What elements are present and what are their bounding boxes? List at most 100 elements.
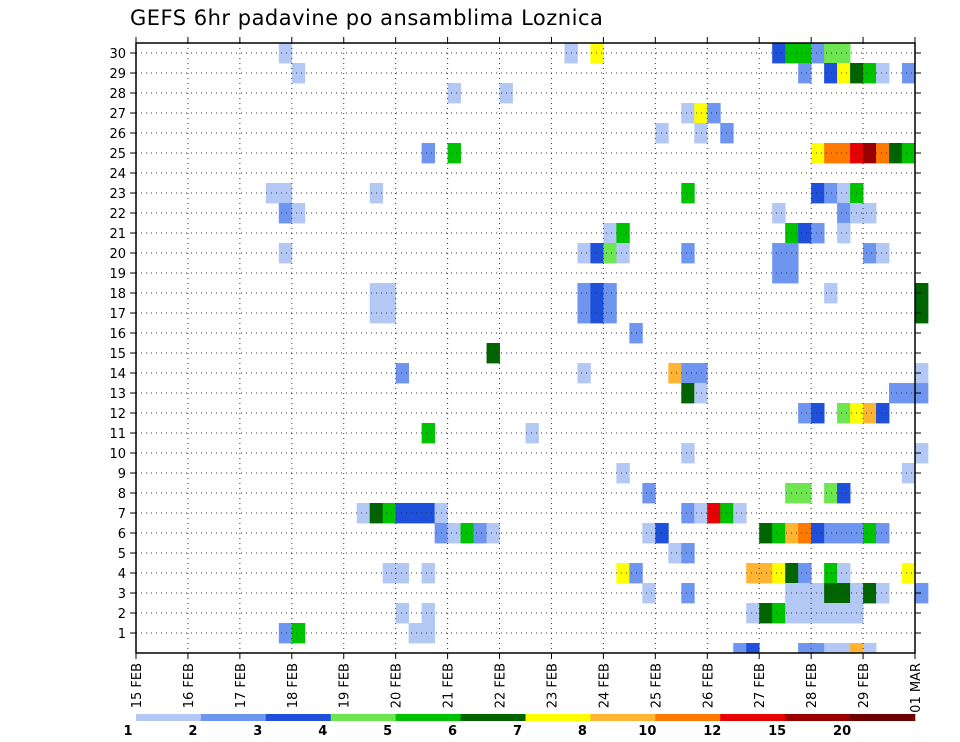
- heatmap-cell: [850, 643, 864, 653]
- heatmap-cell: [577, 303, 591, 324]
- heatmap-cell: [421, 143, 436, 164]
- heatmap-cell: [616, 243, 630, 264]
- heatmap-cell: [798, 523, 812, 544]
- heatmap-cell: [824, 183, 838, 204]
- y-tick-label: 15: [109, 347, 126, 362]
- heatmap-cell: [421, 563, 436, 584]
- y-tick-label: 28: [109, 87, 126, 102]
- y-tick-label: 8: [118, 487, 126, 502]
- x-tick-label: 16 FEB: [182, 663, 197, 708]
- heatmap-cell: [837, 183, 851, 204]
- heatmap-cell: [382, 563, 397, 584]
- heatmap-cell: [681, 503, 695, 524]
- heatmap-cell: [408, 503, 423, 524]
- heatmap-cell: [382, 503, 397, 524]
- colorbar-swatch: [850, 714, 916, 721]
- x-tick-label: 20 FEB: [390, 663, 405, 708]
- heatmap-cell: [902, 563, 916, 584]
- y-tick-label: 9: [118, 467, 126, 482]
- heatmap-cell: [876, 243, 890, 264]
- heatmap-cell: [642, 483, 656, 504]
- heatmap-cell: [863, 203, 877, 224]
- y-tick-label: 1: [118, 627, 126, 642]
- heatmap-cell: [421, 503, 436, 524]
- y-tick-label: 7: [118, 507, 126, 522]
- heatmap-cell: [616, 463, 630, 484]
- heatmap-cell: [837, 203, 851, 224]
- heatmap-cell: [798, 563, 812, 584]
- colorbar-label: 6: [448, 724, 457, 739]
- heatmap-cell: [837, 603, 851, 624]
- y-tick-label: 17: [109, 307, 126, 322]
- heatmap-cell: [798, 603, 812, 624]
- y-tick-label: 26: [109, 127, 126, 142]
- heatmap-cell: [291, 203, 306, 224]
- heatmap-cell: [863, 583, 877, 604]
- heatmap-cell: [811, 183, 825, 204]
- heatmap-cell: [811, 603, 825, 624]
- heatmap-cell: [577, 363, 591, 384]
- heatmap-cell: [876, 583, 890, 604]
- heatmap-cell: [382, 303, 397, 324]
- heatmap-cell: [915, 443, 929, 464]
- heatmap-cell: [668, 363, 682, 384]
- chart-title: GEFS 6hr padavine po ansamblima Loznica: [130, 6, 604, 30]
- heatmap-cell: [278, 43, 293, 64]
- colorbar-swatch: [460, 714, 526, 721]
- colorbar-label: 1: [123, 724, 132, 739]
- heatmap-cell: [291, 63, 306, 84]
- heatmap-cell: [447, 523, 461, 544]
- heatmap-cell: [876, 403, 890, 424]
- heatmap-cell: [395, 563, 410, 584]
- heatmap-cell: [447, 143, 461, 164]
- heatmap-cell: [265, 183, 280, 204]
- x-tick-label: 23 FEB: [545, 663, 560, 708]
- colorbar-swatch: [136, 714, 202, 721]
- colorbar-label: 8: [578, 724, 587, 739]
- heatmap-cell: [876, 63, 890, 84]
- x-tick-label: 15 FEB: [130, 663, 145, 708]
- heatmap-cell: [603, 223, 617, 244]
- y-tick-label: 3: [118, 587, 126, 602]
- heatmap-cell: [811, 143, 825, 164]
- heatmap-cell: [694, 503, 708, 524]
- heatmap-cell: [863, 403, 877, 424]
- colorbar-swatch: [590, 714, 656, 721]
- heatmap-cell: [772, 603, 786, 624]
- y-tick-label: 23: [109, 187, 126, 202]
- heatmap-cell: [889, 143, 903, 164]
- heatmap-cell: [915, 583, 929, 604]
- heatmap-cell: [759, 603, 773, 624]
- heatmap-cell: [811, 643, 825, 653]
- heatmap-cell: [811, 523, 825, 544]
- plot-frame: [135, 42, 916, 654]
- heatmap-cell: [824, 143, 838, 164]
- x-tick-label: 17 FEB: [234, 663, 249, 708]
- y-tick-label: 6: [118, 527, 126, 542]
- heatmap-cell: [382, 283, 397, 304]
- x-tick-label: 29 FEB: [857, 663, 872, 708]
- heatmap-cell: [733, 503, 747, 524]
- heatmap-cell: [473, 523, 487, 544]
- y-tick-label: 21: [109, 227, 126, 242]
- heatmap-cell: [746, 643, 760, 653]
- heatmap-cell: [863, 63, 877, 84]
- colorbar-label: 2: [188, 724, 197, 739]
- y-tick-label: 11: [109, 427, 126, 442]
- x-tick-label: 28 FEB: [805, 663, 820, 708]
- colorbar-label: 3: [253, 724, 262, 739]
- y-tick-label: 29: [109, 67, 126, 82]
- heatmap-cell: [811, 43, 825, 64]
- heatmap-cell: [811, 223, 825, 244]
- heatmap-cell: [837, 143, 851, 164]
- heatmap-cell: [395, 603, 410, 624]
- heatmap-cell: [876, 143, 890, 164]
- heatmap-cell: [577, 243, 591, 264]
- heatmap-cell: [577, 283, 591, 304]
- heatmap-cell: [889, 383, 903, 404]
- y-tick-label: 16: [109, 327, 126, 342]
- heatmap-cell: [681, 363, 695, 384]
- colorbar-swatch: [200, 714, 267, 721]
- heatmap-cell: [681, 243, 695, 264]
- heatmap-cell: [798, 223, 812, 244]
